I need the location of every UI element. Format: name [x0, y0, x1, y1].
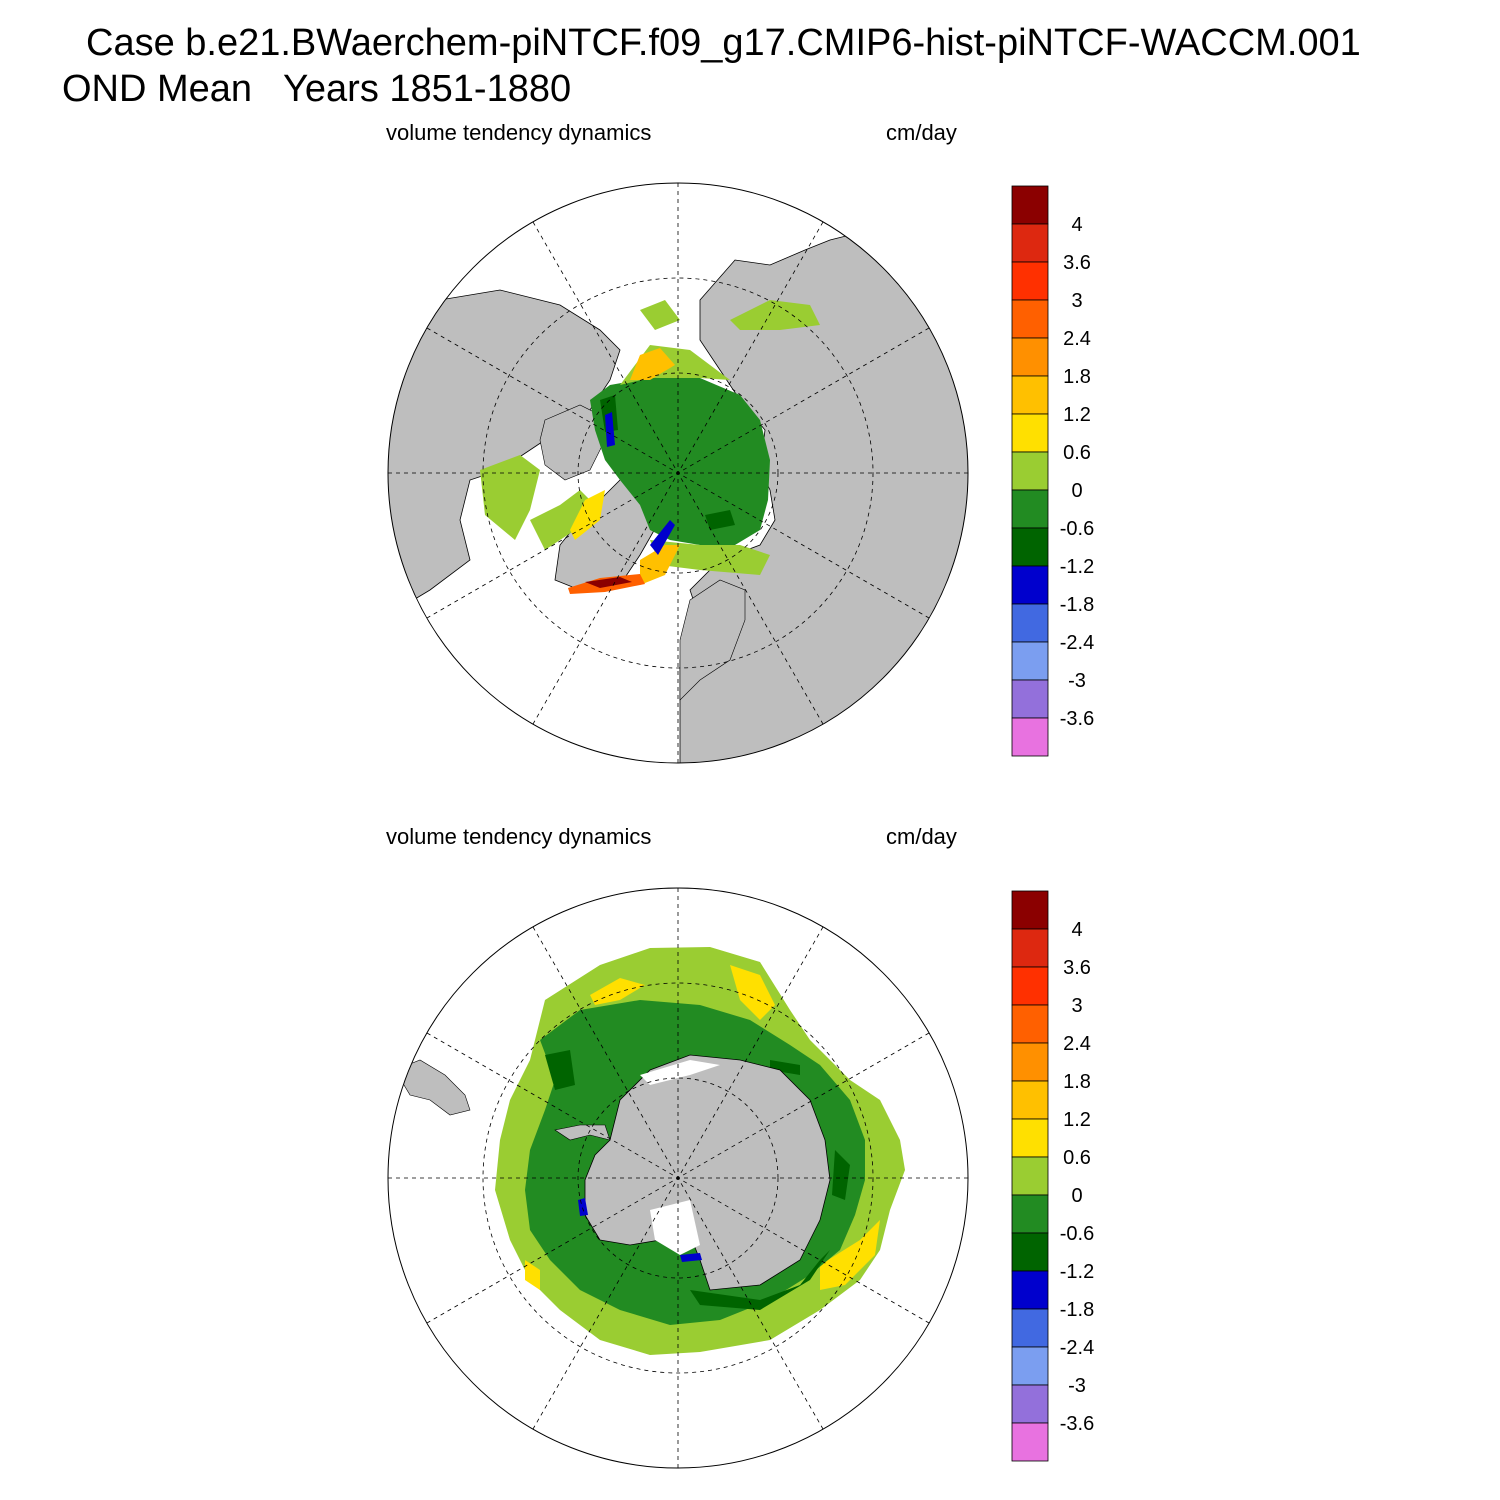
colorbar-tick-label: 0.6 [1063, 442, 1091, 464]
colorbar-tick-label: 0 [1071, 1185, 1082, 1207]
colorbar-tick-label: 1.8 [1063, 1071, 1091, 1093]
north-ice-negative-strip [605, 412, 615, 447]
colorbar-tick-label: -3 [1068, 1375, 1086, 1397]
south-ice-positive-patch [525, 1260, 540, 1290]
colorbar-swatch [1011, 1004, 1049, 1044]
colorbar-swatch [1011, 1346, 1049, 1386]
colorbar-swatch [1011, 565, 1049, 605]
south-land-antarctic-peninsula [554, 1124, 611, 1141]
south-ice-dark-patch [545, 1050, 575, 1090]
north-ice-arctic-basin [590, 378, 770, 545]
south-ice-dark-patch [832, 1150, 850, 1200]
colorbar-tick-label: 1.2 [1063, 404, 1091, 426]
north-ice-dark-patch [705, 510, 735, 530]
colorbar-swatch [1011, 527, 1049, 567]
north-land-archipelago [539, 404, 606, 481]
colorbar-tick-label: -1.8 [1060, 1299, 1094, 1321]
colorbar-swatch [1011, 603, 1049, 643]
north-ice-positive-band [570, 490, 605, 540]
colorbar-swatch [1011, 413, 1049, 453]
south-ice-negative-strip [680, 1253, 702, 1262]
north-ice-fringe [530, 490, 590, 550]
colorbar-tick-label: -1.2 [1060, 1261, 1094, 1283]
south-ice-shelf [640, 1060, 720, 1085]
colorbar-tick-label: 3.6 [1063, 957, 1091, 979]
colorbar-tick-label: 3.6 [1063, 252, 1091, 274]
colorbar-swatch [1011, 1270, 1049, 1310]
colorbar-tick-label: 1.2 [1063, 1109, 1091, 1131]
colorbar-swatch [1011, 337, 1049, 377]
colorbar-tick-label: -3.6 [1060, 708, 1094, 730]
colorbar-swatch [1011, 1422, 1049, 1462]
south-ice-positive-patch [820, 1220, 880, 1290]
colorbar-tick-label: 3 [1071, 290, 1082, 312]
colorbar-tick-label: 3 [1071, 995, 1082, 1017]
south-ice-shelf [650, 1200, 700, 1255]
north-ice-positive-band [630, 348, 675, 380]
colorbar-tick-label: -1.2 [1060, 556, 1094, 578]
colorbar-tick-label: -3 [1068, 670, 1086, 692]
south-land-antarctica [584, 1054, 831, 1291]
south-ice-dark-patch [690, 1250, 830, 1310]
colorbar-tick-label: 4 [1071, 214, 1082, 236]
north-ice-positive-band [640, 545, 680, 585]
north-panel-variable-label: volume tendency dynamics [386, 120, 652, 145]
north-ice-fringe [730, 300, 820, 330]
colorbar-tick-label: -3.6 [1060, 1413, 1094, 1435]
south-panel-variable-label: volume tendency dynamics [386, 824, 652, 849]
north-ice-fringe [640, 300, 680, 330]
north-colorbar: 4 3.6 3 2.4 1.8 1.2 0.6 0 -0.6 -1.2 -1.8 -2.4 -3 -3.6 [1011, 185, 1094, 757]
figure-title-line-1: Case b.e21.BWaerchem-piNTCF.f09_g17.CMIP… [86, 22, 1361, 64]
colorbar-tick-label: -2.4 [1060, 632, 1094, 654]
colorbar-swatch [1011, 966, 1049, 1006]
colorbar-tick-label: 2.4 [1063, 1033, 1091, 1055]
colorbar-swatch [1011, 1080, 1049, 1120]
colorbar-tick-label: 4 [1071, 919, 1082, 941]
colorbar-tick-label: 2.4 [1063, 328, 1091, 350]
colorbar-swatch [1011, 1042, 1049, 1082]
colorbar-swatch [1011, 375, 1049, 415]
north-ice-fringe [480, 455, 540, 540]
colorbar-swatch [1011, 223, 1049, 263]
figure-title-line-2: OND Mean Years 1851-1880 [62, 68, 572, 110]
colorbar-tick-label: -2.4 [1060, 1337, 1094, 1359]
north-ice-fringe [650, 540, 770, 575]
colorbar-tick-label: 0.6 [1063, 1147, 1091, 1169]
north-panel-units-label: cm/day [886, 120, 957, 145]
south-ice-positive-patch [590, 978, 645, 1005]
south-ice-positive-patch [730, 965, 775, 1020]
south-ice-negative-strip [578, 1198, 588, 1216]
colorbar-swatch [1011, 641, 1049, 681]
colorbar-swatch [1011, 1118, 1049, 1158]
colorbar-swatch [1011, 1232, 1049, 1272]
colorbar-tick-label: 0 [1071, 480, 1082, 502]
colorbar-swatch [1011, 261, 1049, 301]
south-land-south-america [394, 1059, 471, 1116]
south-panel-units-label: cm/day [886, 824, 957, 849]
north-polar-map [387, 182, 969, 764]
colorbar-tick-label: 1.8 [1063, 366, 1091, 388]
north-ice-negative-strip [650, 520, 675, 555]
colorbar-swatch [1011, 1194, 1049, 1234]
north-land-scandinavia [679, 579, 746, 701]
colorbar-swatch [1011, 1156, 1049, 1196]
colorbar-swatch [1011, 679, 1049, 719]
colorbar-swatch [1011, 185, 1049, 225]
south-colorbar: 4 3.6 3 2.4 1.8 1.2 0.6 0 -0.6 -1.2 -1.8 -2.4 -3 -3.6 [1011, 890, 1094, 1462]
colorbar-swatch [1011, 1308, 1049, 1348]
colorbar-tick-label: -0.6 [1060, 518, 1094, 540]
colorbar-tick-label: -1.8 [1060, 594, 1094, 616]
colorbar-swatch [1011, 717, 1049, 757]
colorbar-tick-label: -0.6 [1060, 1223, 1094, 1245]
colorbar-swatch [1011, 890, 1049, 930]
north-ice-max-strip [585, 577, 632, 588]
colorbar-swatch [1011, 1384, 1049, 1424]
colorbar-swatch [1011, 299, 1049, 339]
colorbar-swatch [1011, 928, 1049, 968]
